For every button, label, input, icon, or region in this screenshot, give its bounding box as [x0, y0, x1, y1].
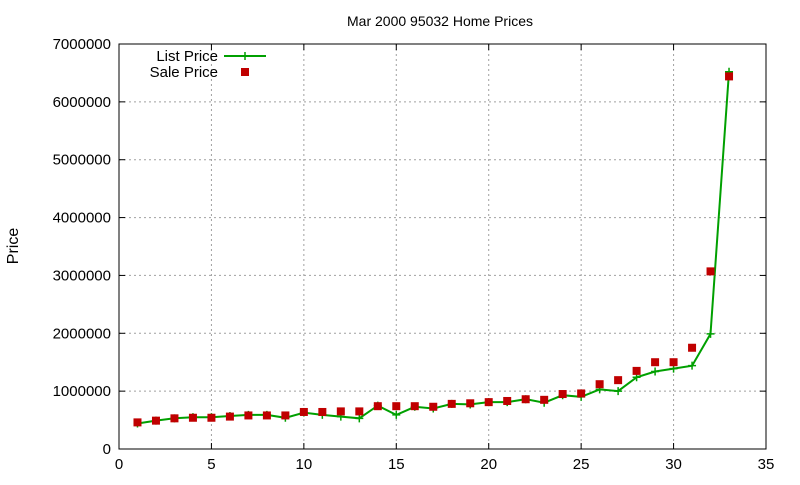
sale-price-point [170, 414, 179, 423]
legend-symbol-sale-price [241, 68, 249, 76]
y-tick-label: 1000000 [53, 383, 111, 400]
sale-price-point [706, 267, 715, 276]
sale-price-point [688, 343, 697, 352]
sale-price-point [373, 402, 382, 411]
sale-price-point [577, 389, 586, 398]
sale-price-point [521, 395, 530, 404]
sale-price-point [651, 358, 660, 367]
sale-price-point [244, 411, 253, 420]
chart-title: Mar 2000 95032 Home Prices [347, 13, 533, 29]
sale-price-point [614, 376, 623, 385]
sale-price-point [336, 407, 345, 416]
sale-price-point [281, 411, 290, 420]
x-tick-label: 25 [573, 456, 590, 473]
sale-price-point [558, 390, 567, 399]
y-tick-label: 0 [103, 441, 111, 458]
list-price-point [651, 367, 660, 376]
list-price-point [706, 329, 715, 338]
sale-price-point [669, 358, 678, 367]
sale-price-point [429, 402, 438, 411]
x-tick-label: 35 [758, 456, 775, 473]
sale-price-point [725, 72, 734, 81]
list-price-point [355, 414, 364, 423]
sale-price-point [207, 413, 216, 422]
x-tick-label: 20 [480, 456, 497, 473]
y-tick-label: 3000000 [53, 267, 111, 284]
y-tick-label: 6000000 [53, 94, 111, 111]
sale-price-point [225, 412, 234, 421]
legend-entry-list-price: List Price [156, 48, 218, 65]
sale-price-point [466, 399, 475, 408]
grid [119, 44, 766, 449]
sale-price-point [540, 395, 549, 404]
sale-price-point [299, 407, 308, 416]
x-tick-label: 30 [665, 456, 682, 473]
x-tick-label: 0 [115, 456, 123, 473]
y-tick-label: 5000000 [53, 152, 111, 169]
y-tick-label: 4000000 [53, 210, 111, 227]
list-price-point [392, 410, 401, 419]
sale-price-point [632, 366, 641, 375]
sale-price-point [188, 413, 197, 422]
sale-price-point [392, 402, 401, 411]
sale-price-point [355, 407, 364, 416]
sale-price-point [595, 380, 604, 389]
y-axis-label: Price [5, 228, 22, 265]
sale-price-point [262, 411, 271, 420]
legend-entry-sale-price: Sale Price [150, 64, 218, 81]
legend-marker-list-price [241, 52, 249, 60]
x-tick-label: 5 [207, 456, 215, 473]
sale-price-point [410, 402, 419, 411]
x-tick-label: 10 [296, 456, 313, 473]
sale-price-point [151, 416, 160, 425]
sale-price-point [447, 399, 456, 408]
sale-price-point [318, 407, 327, 416]
axes: 0 5 10 15 20 25 30 35 0 1000000 2000000 3000000 4000… [53, 36, 775, 473]
sale-price-point [503, 396, 512, 405]
plot-border [118, 43, 767, 450]
list-price-point [614, 387, 623, 396]
x-tick-label: 15 [388, 456, 405, 473]
y-tick-label: 2000000 [53, 325, 111, 342]
sale-price-point [133, 418, 142, 427]
y-tick-label: 7000000 [53, 36, 111, 53]
sale-price-point [484, 398, 493, 407]
series [133, 67, 734, 428]
list-price-point [688, 361, 697, 370]
